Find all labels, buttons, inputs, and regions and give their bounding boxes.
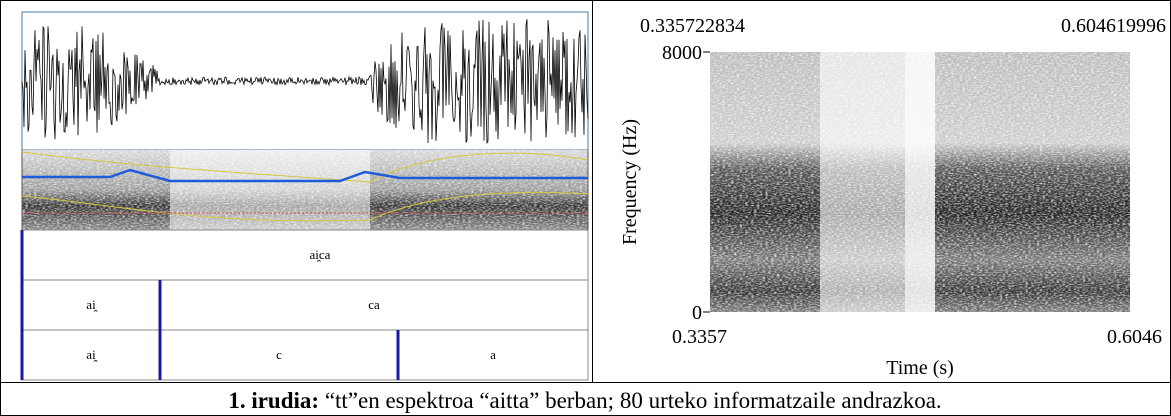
caption-text: “tt”en espektroa “aitta” berban; 80 urte…	[319, 388, 942, 413]
spectrogram-noise	[22, 150, 588, 230]
waveform-trace	[21, 19, 589, 145]
tier-label: c	[276, 347, 282, 362]
tier-label: ca	[368, 297, 380, 312]
x-right: 0.6046	[1107, 326, 1162, 348]
spectrogram-edge	[21, 150, 589, 230]
tier-label: ai̯ca	[310, 247, 331, 262]
tier-label: ai̯	[86, 297, 97, 312]
intensity	[21, 151, 589, 183]
tier-label: a	[490, 347, 496, 362]
x-left: 0.3357	[672, 326, 727, 348]
caption-label: 1. irudia:	[228, 388, 319, 413]
pitch	[22, 168, 588, 183]
formant	[21, 191, 589, 222]
praat-window: ai̯ca ai̯ ca ai̯ c a	[20, 11, 589, 381]
y-top: 8000	[662, 42, 702, 64]
spectrogram-noise	[710, 52, 1130, 312]
top-right-time: 0.604619996	[1061, 15, 1166, 37]
x-axis-label: Time (s)	[886, 357, 954, 379]
y-axis-label: Frequency (Hz)	[619, 119, 641, 245]
waveform	[21, 19, 589, 145]
tier-label: ai̯	[86, 347, 97, 362]
y-bottom: 0	[692, 302, 702, 324]
top-left-time: 0.335722834	[640, 15, 745, 37]
textgrid	[21, 229, 589, 381]
spectrogram-panel: 0.335722834 0.604619996 8000 0 Frequency…	[619, 15, 1166, 379]
caption: 1. irudia: “tt”en espektroa “aitta” berb…	[228, 388, 941, 413]
